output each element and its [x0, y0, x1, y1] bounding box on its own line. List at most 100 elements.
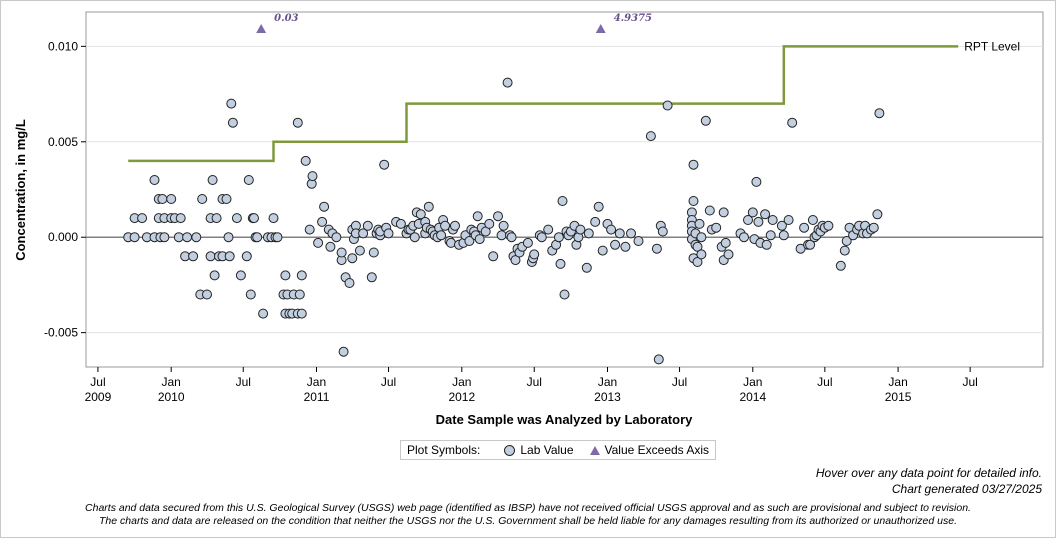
lab-value-point	[597, 245, 608, 256]
y-tick-label: -0.005	[44, 326, 78, 340]
lab-value-point	[395, 218, 406, 229]
lab-value-point	[272, 232, 283, 243]
lab-value-point	[252, 232, 263, 243]
x-tick-year-label: 2014	[739, 390, 766, 404]
y-tick-label: 0.005	[48, 135, 78, 149]
x-tick-label: Jul	[236, 375, 251, 389]
lab-value-point	[336, 247, 347, 258]
lab-value-point	[841, 236, 852, 246]
exceeds-axis-value-label: 0.03	[274, 13, 298, 24]
lab-value-point	[258, 308, 269, 319]
lab-value-point	[474, 234, 485, 245]
x-tick-label: Jul	[817, 375, 832, 389]
lab-value-point	[464, 236, 475, 246]
lab-value-point	[493, 211, 503, 222]
lab-value-point	[182, 232, 193, 243]
lab-value-point	[205, 251, 216, 262]
lab-value-point	[751, 176, 762, 187]
lab-value-point	[633, 236, 644, 246]
x-tick-label: Jul	[527, 375, 542, 389]
hover-note: Hover over any data point for detailed i…	[815, 466, 1042, 480]
lab-value-point	[581, 262, 592, 273]
lab-value-point	[226, 98, 237, 109]
lab-value-point	[653, 354, 664, 365]
lab-value-point	[409, 232, 420, 243]
lab-value-point	[767, 215, 778, 225]
lab-value-point	[704, 205, 715, 216]
x-tick-year-label: 2010	[158, 390, 185, 404]
lab-value-point	[807, 215, 818, 225]
lab-value-point	[157, 194, 168, 204]
legend: Plot Symbols: Lab Value Value Exceeds Ax…	[400, 440, 717, 460]
lab-value-point	[241, 251, 252, 262]
x-tick-year-label: 2011	[304, 390, 330, 404]
lab-value-point	[338, 346, 349, 357]
lab-value-point	[835, 260, 846, 271]
lab-value-point	[202, 289, 212, 300]
lab-value-point	[760, 209, 771, 220]
generated-note: Chart generated 03/27/2025	[891, 482, 1042, 496]
lab-value-points	[123, 77, 885, 365]
lab-value-point	[268, 213, 279, 224]
lab-value-point	[536, 232, 547, 243]
lab-value-point	[362, 220, 373, 231]
lab-value-point	[723, 249, 734, 260]
y-tick-label: 0.000	[48, 230, 78, 244]
x-tick-year-label: 2013	[594, 390, 621, 404]
lab-value-point	[614, 228, 625, 239]
lab-value-point	[294, 289, 305, 300]
x-axis-title: Date Sample was Analyzed by Laboratory	[436, 412, 693, 427]
lab-value-point	[175, 213, 186, 224]
exceeds-axis-marker	[595, 24, 606, 33]
lab-value-point	[383, 228, 394, 239]
lab-value-point	[280, 270, 291, 281]
lab-value-point	[319, 201, 330, 212]
lab-value-point	[207, 175, 218, 185]
lab-value-point	[553, 232, 564, 243]
lab-value-point	[488, 251, 499, 262]
lab-value-point	[211, 213, 222, 224]
plot-area	[85, 11, 1044, 368]
lab-value-point	[366, 272, 377, 283]
lab-value-point	[498, 220, 509, 231]
lab-value-point	[839, 245, 850, 256]
lab-value-point	[747, 207, 758, 218]
exceeds-axis-triangle-icon	[589, 445, 600, 455]
lab-value-point	[874, 108, 885, 119]
exceeds-axis-markers: 0.03 4.9375	[256, 13, 652, 33]
lab-value-point	[662, 100, 673, 111]
x-tick-label: Jan	[598, 375, 617, 389]
lab-value-point	[696, 249, 707, 260]
lab-value-point	[149, 175, 160, 185]
x-tick-label: Jan	[307, 375, 326, 389]
lab-value-point	[496, 230, 507, 241]
lab-value-point	[626, 228, 636, 239]
x-tick-label: Jul	[672, 375, 687, 389]
y-axis-title: Concentration, in mg/L	[13, 119, 28, 261]
lab-value-point	[166, 194, 177, 204]
lab-value-circle-icon	[504, 444, 516, 456]
lab-value-point	[307, 171, 318, 182]
lab-value-point	[502, 77, 513, 88]
lab-value-point	[783, 215, 794, 225]
lab-value-point	[331, 232, 342, 243]
lab-value-point	[711, 222, 722, 233]
disclaimer-line-1: Charts and data secured from this U.S. G…	[85, 502, 971, 514]
lab-value-point	[231, 213, 242, 224]
lab-value-point	[188, 251, 199, 262]
lab-value-point	[347, 253, 358, 264]
lab-value-point	[557, 196, 568, 206]
lab-value-point	[823, 220, 834, 231]
lab-value-point	[776, 220, 787, 231]
lab-value-point	[506, 232, 517, 243]
lab-value-point	[753, 216, 764, 227]
rpt-level-step	[128, 45, 959, 163]
lab-value-point	[354, 245, 365, 256]
lab-value-point	[317, 216, 328, 227]
lab-value-point	[300, 155, 311, 166]
lab-value-point	[224, 251, 235, 262]
lab-value-point	[696, 232, 707, 243]
lab-value-point	[325, 241, 336, 252]
